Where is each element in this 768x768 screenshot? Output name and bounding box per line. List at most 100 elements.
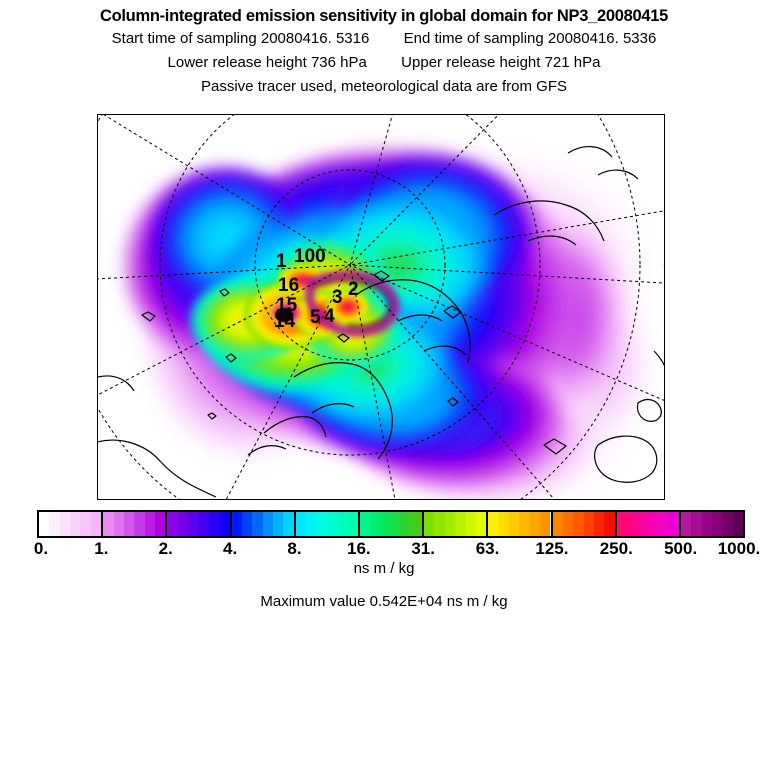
- colorbar-band: [680, 512, 692, 536]
- colorbar-band: [347, 512, 358, 536]
- colorbar-band: [316, 512, 327, 536]
- colorbar-band: [198, 512, 209, 536]
- colorbar-band: [123, 512, 135, 536]
- colorbar-band: [732, 512, 743, 536]
- colorbar-group: 0. 1. 2. 4. 8. 16. 31. 63. 125. 250. 500. 1000.: [34, 510, 760, 558]
- colorbar-band: [273, 512, 284, 536]
- colorbar-tick-2: 2.: [158, 539, 173, 558]
- colorbar-interval-5: [359, 512, 425, 536]
- colorbar-band: [465, 512, 476, 536]
- colorbar-band: [647, 512, 659, 536]
- colorbar-tick-63: 63.: [475, 539, 500, 558]
- colorbar-interval-2: [167, 512, 232, 536]
- contour-label: 14: [274, 311, 296, 332]
- start-time-label: Start time of sampling 20080416. 5316: [111, 30, 370, 47]
- colorbar-band: [208, 512, 220, 536]
- colorbar-band: [475, 512, 487, 536]
- graticule: [98, 115, 664, 499]
- colorbar-tick-500: 500.: [664, 539, 698, 558]
- colorbar-band: [167, 512, 178, 536]
- contour-label: 1: [276, 251, 287, 272]
- contour-label: 3: [332, 287, 343, 308]
- colorbar-unit-label: ns m / kg: [353, 560, 415, 577]
- end-time-label: End time of sampling 20080416. 5336: [403, 30, 657, 47]
- colorbar-band: [231, 512, 242, 536]
- colorbar-band: [252, 512, 263, 536]
- colorbar-interval-8: [552, 512, 617, 536]
- colorbar-band: [241, 512, 253, 536]
- colorbar-band: [509, 512, 520, 536]
- colorbar-band: [540, 512, 551, 536]
- colorbar-interval-1: [103, 512, 168, 536]
- colorbar-band: [627, 512, 638, 536]
- contour-label: 4: [324, 306, 335, 327]
- colorbar-interval-4: [295, 512, 360, 536]
- colorbar-band: [177, 512, 189, 536]
- colorbar-band: [668, 512, 679, 536]
- map-plot-panel: 1 100 16 15 14 5 4 3 2: [97, 114, 665, 500]
- colorbar-band: [455, 512, 466, 536]
- colorbar-tick-250: 250.: [599, 539, 633, 558]
- colorbar-band: [658, 512, 669, 536]
- colorbar-band: [39, 512, 50, 536]
- colorbar-band: [424, 512, 435, 536]
- colorbar-band: [434, 512, 445, 536]
- colorbar-interval-7: [488, 512, 553, 536]
- contour-label: 100: [294, 246, 326, 267]
- colorbar-interval-0: [39, 512, 104, 536]
- colorbar-band: [711, 512, 723, 536]
- colorbar-tick-0: 0.: [33, 539, 49, 558]
- colorbar-interval-3: [231, 512, 296, 536]
- colorbar-band: [552, 512, 563, 536]
- colorbar-band: [90, 512, 102, 536]
- colorbar-band: [488, 512, 499, 536]
- sampling-time-line: Start time of sampling 20080416. 5316 En…: [0, 27, 768, 51]
- colorbar-band: [370, 512, 381, 536]
- colorbar-band: [80, 512, 91, 536]
- colorbar-tick-16: 16.: [346, 539, 371, 558]
- concentration-field: [123, 120, 664, 499]
- upper-release-label: Upper release height 721 hPa: [401, 54, 601, 71]
- colorbar-band: [701, 512, 712, 536]
- colorbar-tick-labels: 0. 1. 2. 4. 8. 16. 31. 63. 125. 250. 500. 1000.: [33, 538, 760, 560]
- colorbar-band: [154, 512, 166, 536]
- colorbar-band: [134, 512, 145, 536]
- colorbar-band: [380, 512, 392, 536]
- colorbar-interval-10: [680, 512, 743, 536]
- release-height-line: Lower release height 736 hPa Upper relea…: [0, 51, 768, 75]
- colorbar-band: [529, 512, 541, 536]
- colorbar-band: [593, 512, 605, 536]
- colorbar-band: [188, 512, 199, 536]
- colorbar-band: [573, 512, 584, 536]
- colorbar-band: [113, 512, 124, 536]
- colorbar-tick-4: 4.: [222, 539, 238, 558]
- colorbar-band: [337, 512, 348, 536]
- colorbar-band: [604, 512, 615, 536]
- colorbar-band: [70, 512, 81, 536]
- contour-label: 5: [310, 307, 321, 328]
- colorbar-band: [306, 512, 317, 536]
- colorbar-band: [326, 512, 338, 536]
- contour-label: 15: [276, 295, 298, 316]
- colorbar-band: [411, 512, 423, 536]
- colorbar: [37, 510, 745, 538]
- colorbar-band: [283, 512, 294, 536]
- colorbar-tick-1: 1.: [94, 539, 109, 558]
- colorbar-band: [103, 512, 114, 536]
- colorbar-band: [359, 512, 371, 536]
- colorbar-band: [562, 512, 574, 536]
- colorbar-band: [295, 512, 307, 536]
- coastlines: [98, 146, 664, 498]
- colorbar-band: [637, 512, 648, 536]
- colorbar-band: [144, 512, 155, 536]
- colorbar-tick-1000: 1000.: [717, 539, 761, 558]
- contour-label: 2: [348, 279, 359, 300]
- figure-header: Column-integrated emission sensitivity i…: [0, 0, 768, 99]
- page-title: Column-integrated emission sensitivity i…: [100, 7, 668, 25]
- colorbar-band: [498, 512, 510, 536]
- colorbar-band: [49, 512, 60, 536]
- colorbar-band: [722, 512, 733, 536]
